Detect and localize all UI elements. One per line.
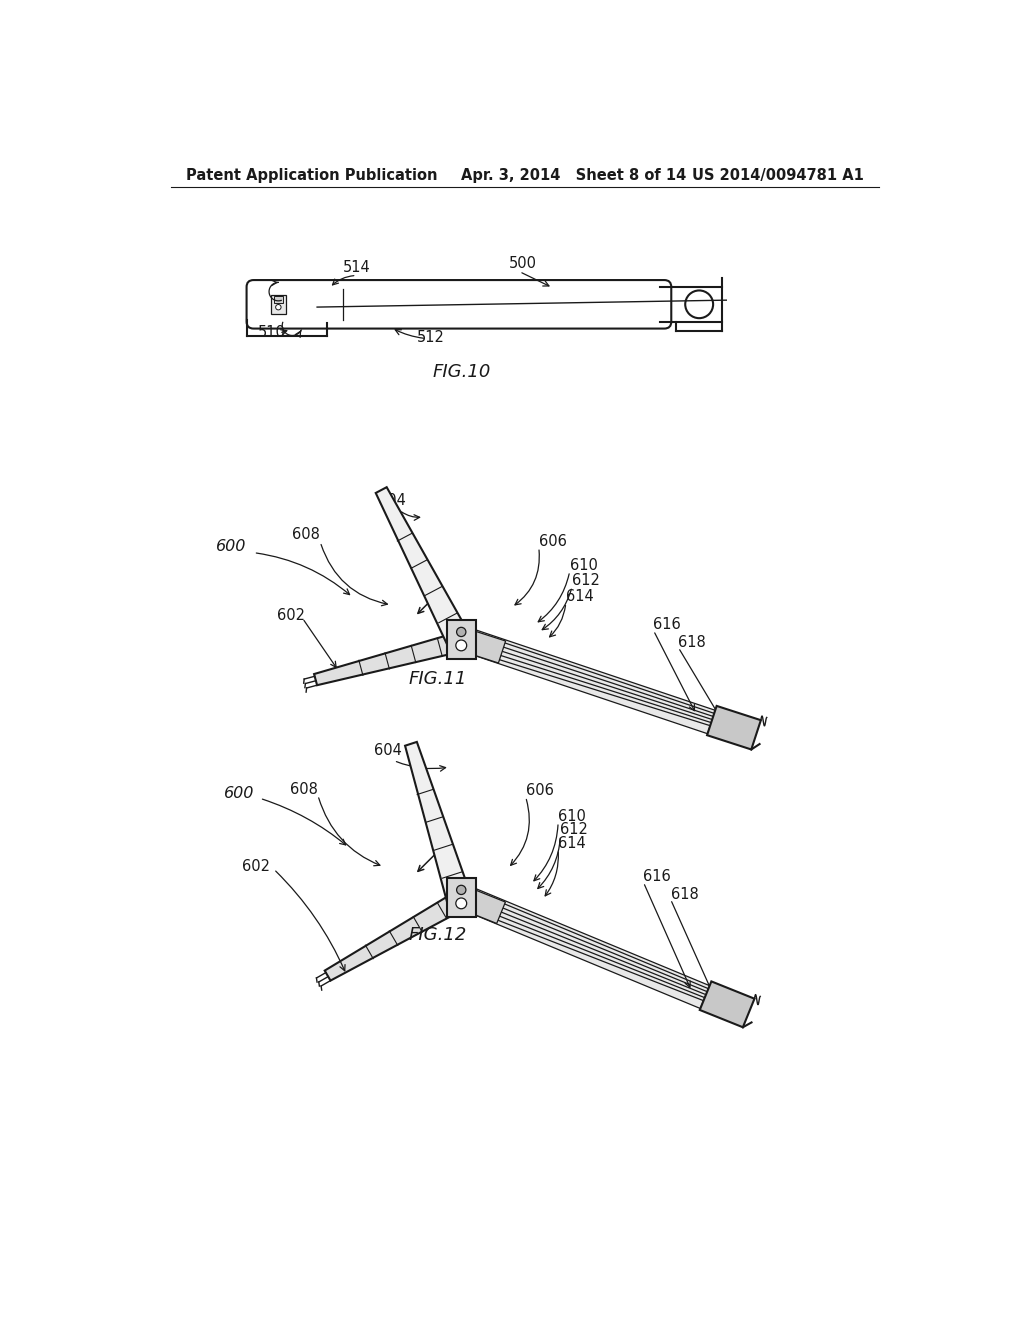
- Circle shape: [275, 305, 281, 310]
- Polygon shape: [457, 884, 710, 1008]
- Text: 608: 608: [290, 781, 317, 797]
- FancyBboxPatch shape: [247, 280, 672, 329]
- Text: 604: 604: [378, 492, 406, 508]
- Polygon shape: [458, 628, 506, 663]
- Bar: [446, 620, 476, 659]
- Text: 616: 616: [653, 616, 681, 632]
- Circle shape: [457, 627, 466, 636]
- Bar: [273, 297, 283, 304]
- Text: Patent Application Publication: Patent Application Publication: [186, 168, 437, 183]
- Text: US 2014/0094781 A1: US 2014/0094781 A1: [692, 168, 864, 183]
- Text: 610: 610: [558, 809, 586, 824]
- Text: FIG.10: FIG.10: [432, 363, 490, 381]
- Text: FIG.11: FIG.11: [409, 669, 467, 688]
- Text: 614: 614: [558, 836, 586, 850]
- Text: 610: 610: [569, 557, 598, 573]
- Polygon shape: [314, 632, 464, 685]
- Text: FIG.12: FIG.12: [409, 925, 467, 944]
- Text: 500: 500: [509, 256, 538, 271]
- Circle shape: [685, 290, 713, 318]
- Text: 510: 510: [257, 325, 286, 341]
- Text: 602: 602: [242, 858, 270, 874]
- Polygon shape: [458, 627, 715, 734]
- Text: 618: 618: [671, 887, 698, 902]
- Text: 604: 604: [374, 743, 401, 758]
- Circle shape: [457, 886, 466, 895]
- Text: 612: 612: [572, 573, 600, 587]
- Text: 608: 608: [292, 527, 321, 541]
- Text: 600: 600: [216, 539, 247, 554]
- Text: 512: 512: [417, 330, 444, 345]
- Bar: [446, 878, 476, 917]
- Circle shape: [456, 898, 467, 908]
- Polygon shape: [376, 487, 470, 647]
- Text: 612: 612: [560, 821, 589, 837]
- Bar: [270, 294, 286, 314]
- Text: 514: 514: [343, 260, 371, 276]
- Polygon shape: [406, 742, 471, 902]
- Text: 618: 618: [678, 635, 706, 651]
- Text: Apr. 3, 2014   Sheet 8 of 14: Apr. 3, 2014 Sheet 8 of 14: [461, 168, 686, 183]
- Text: 606: 606: [525, 783, 553, 799]
- Polygon shape: [699, 981, 755, 1027]
- Polygon shape: [707, 706, 761, 750]
- Text: 614: 614: [566, 589, 594, 605]
- Polygon shape: [325, 891, 467, 981]
- Polygon shape: [457, 886, 506, 924]
- Circle shape: [456, 640, 467, 651]
- Text: 606: 606: [539, 533, 566, 549]
- Text: 616: 616: [643, 869, 671, 883]
- Text: 600: 600: [224, 785, 254, 800]
- Text: 602: 602: [276, 609, 305, 623]
